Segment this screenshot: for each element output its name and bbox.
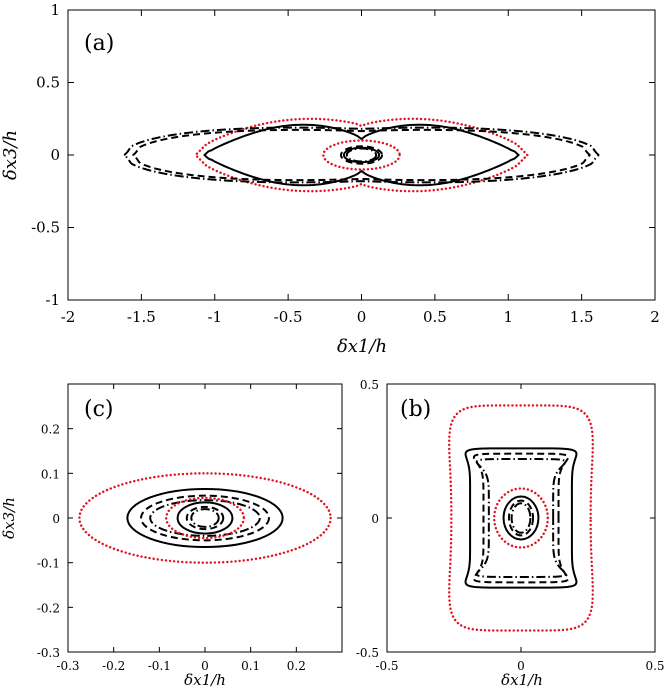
panel-c-ytick-label: 0 (52, 512, 60, 526)
panel-c-series-dashdot-7 (190, 508, 220, 528)
panel-c-xticks: -0.3 -0.2 -0.1 0 0.1 0.2 (56, 384, 306, 673)
panel-c: (c) -0.3 -0.2 -0.1 0 0.1 0.2 -0.3 -0.2 -0.1 0 0.1… (0, 383, 343, 689)
panel-a-series-solid-0 (203, 123, 520, 187)
panel-a-series-dotted-3 (322, 139, 401, 171)
panel-b-series-dashdot-7 (510, 502, 532, 534)
panel-c-xtick-label: -0.1 (148, 659, 171, 673)
panel-b-series-dotted-4 (493, 487, 550, 549)
panel-a-series-dashed-4 (132, 128, 591, 182)
panel-b: (b) -0.5 0 0.5 -0.5 0 0.5 δx1/h (356, 378, 664, 689)
panel-c-xtick-label: 0 (201, 659, 209, 673)
panel-a-xticks: -2 -1.5 -1 -0.5 0 0.5 1 1.5 2 (61, 10, 660, 326)
panel-b-xtick-label: 0 (517, 659, 525, 673)
panel-a-series-dashed-6 (339, 145, 384, 165)
panel-c-xtick-label: 0.1 (241, 659, 260, 673)
panel-b-series-solid-5 (502, 495, 540, 541)
panel-b-ytick-label: -0.5 (356, 646, 379, 660)
panel-c-frame (67, 383, 343, 653)
panel-a-series-dotted-2 (193, 117, 530, 193)
panel-a-xtick-label: 0 (357, 308, 367, 326)
panel-a-yticks: -1 -0.5 0 0.5 1 (31, 1, 655, 309)
panel-c-ytick-label: -0.2 (37, 601, 60, 615)
panel-a-series (123, 117, 600, 193)
panel-a-ylabel: δx3/h (0, 130, 21, 180)
panel-a-xtick-label: 2 (650, 308, 660, 326)
panel-a-series-dashdot-7 (345, 147, 378, 163)
panel-c-series-dashdot-3 (149, 499, 261, 537)
panel-b-series-solid-1 (464, 447, 578, 589)
panel-a: (a) -2 -1.5 -1 -0.5 0 0.5 1 1.5 2 -1 -0.5 0 0.5 1 δx… (0, 1, 660, 357)
panel-a-ytick-label: -0.5 (31, 219, 60, 237)
panel-c-series (78, 472, 332, 564)
panel-b-label: (b) (400, 397, 431, 422)
panel-b-series-dotted-0 (448, 404, 594, 632)
panel-a-ytick-label: -1 (45, 291, 60, 309)
panel-c-series-dotted-0 (78, 472, 332, 564)
panel-b-series-dashdot-3 (475, 458, 567, 578)
panel-a-xtick-label: -1 (207, 308, 222, 326)
panel-b-xticks: -0.5 0 0.5 (375, 384, 664, 673)
panel-c-series-solid-5 (176, 501, 234, 535)
panel-a-frame (67, 9, 656, 301)
panel-c-label: (c) (84, 397, 114, 422)
panel-a-xtick-label: 0.5 (423, 308, 447, 326)
panel-c-series-solid-1 (126, 487, 284, 549)
panel-a-xtick-label: -1.5 (127, 308, 156, 326)
panel-b-frame (386, 383, 656, 653)
panel-b-series-dashed-6 (507, 499, 535, 537)
panel-a-xtick-label: -0.5 (274, 308, 303, 326)
panel-c-ylabel: δx3/h (0, 497, 18, 539)
panel-a-ytick-label: 0.5 (36, 74, 60, 92)
panel-a-ytick-label: 1 (50, 1, 60, 19)
panel-a-label: (a) (84, 31, 114, 56)
panel-b-series (448, 404, 594, 632)
panel-c-xtick-label: -0.2 (102, 659, 125, 673)
panel-b-xlabel: δx1/h (501, 671, 543, 689)
panel-b-xtick-label: 0.5 (645, 659, 664, 673)
panel-b-xtick-label: -0.5 (375, 659, 398, 673)
panel-c-ytick-label: -0.3 (37, 646, 60, 660)
panel-a-ytick-label: 0 (50, 146, 60, 164)
panel-c-yticks: -0.3 -0.2 -0.1 0 0.1 0.2 (37, 423, 342, 660)
panel-c-ytick-label: 0.2 (41, 423, 60, 437)
panel-b-ytick-label: 0 (371, 512, 379, 526)
panel-b-ytick-label: 0.5 (360, 378, 379, 392)
panel-c-xtick-label: 0.2 (287, 659, 306, 673)
panel-a-xtick-label: 1.5 (570, 308, 594, 326)
panel-c-series-dashed-2 (140, 494, 270, 542)
panel-a-xtick-label: 1 (503, 308, 513, 326)
panel-c-ytick-label: -0.1 (37, 557, 60, 571)
panel-c-ytick-label: 0.1 (41, 467, 60, 481)
panel-a-xtick-label: -2 (61, 308, 76, 326)
panel-b-series-dashed-2 (472, 452, 570, 584)
panel-b-yticks: -0.5 0 0.5 (356, 378, 655, 660)
panel-c-xtick-label: -0.3 (56, 659, 79, 673)
panel-c-series-dashed-6 (185, 505, 225, 531)
panel-c-xlabel: δx1/h (184, 671, 226, 689)
panel-c-series-dotted-4 (164, 496, 246, 540)
panel-a-xlabel: δx1/h (337, 336, 387, 357)
